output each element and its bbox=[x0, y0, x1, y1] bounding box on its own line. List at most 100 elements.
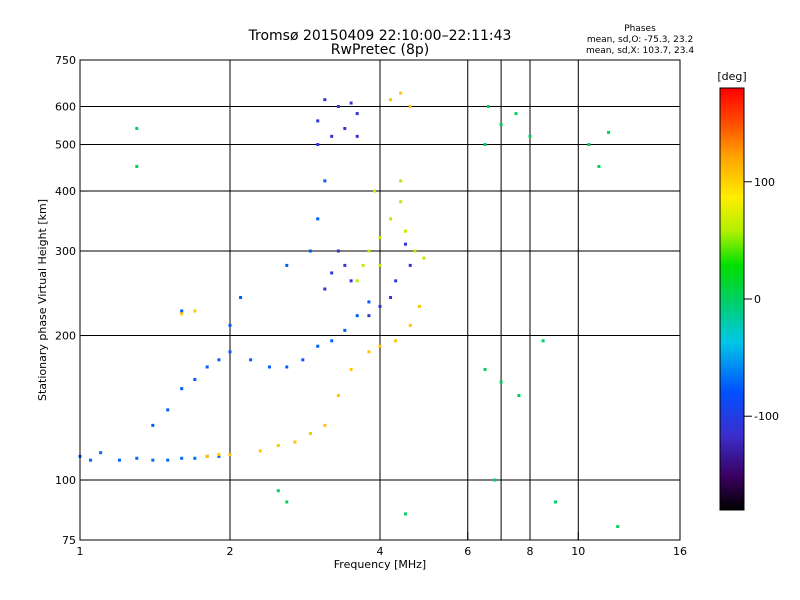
y-tick-label: 75 bbox=[62, 534, 76, 547]
data-point bbox=[378, 236, 382, 240]
data-point bbox=[330, 134, 334, 138]
data-point bbox=[355, 279, 359, 283]
data-point bbox=[355, 134, 359, 138]
data-point bbox=[378, 263, 382, 267]
data-point bbox=[349, 279, 353, 283]
data-point bbox=[217, 454, 221, 458]
x-tick-label: 16 bbox=[673, 545, 687, 558]
x-tick-label: 1 bbox=[77, 545, 84, 558]
data-point bbox=[151, 458, 155, 462]
y-tick-label: 200 bbox=[55, 330, 76, 343]
data-point bbox=[403, 229, 407, 233]
x-axis-ticks: 1 2 4 6 8 10 16 bbox=[77, 532, 687, 558]
data-point bbox=[180, 312, 184, 316]
phase-annotation: Phases mean, sd,O: -75.3, 23.2 mean, sd,… bbox=[586, 24, 694, 56]
data-point bbox=[267, 365, 271, 369]
data-point bbox=[408, 105, 412, 109]
data-point bbox=[486, 105, 490, 109]
data-point bbox=[367, 249, 371, 253]
data-point bbox=[89, 458, 93, 462]
x-tick-label: 10 bbox=[571, 545, 585, 558]
chart-subtitle: RwPretec (8p) bbox=[331, 42, 429, 58]
data-point bbox=[607, 130, 611, 134]
annotation-line-x: mean, sd,X: 103.7, 23.4 bbox=[586, 46, 694, 56]
data-point bbox=[403, 242, 407, 246]
data-point bbox=[367, 350, 371, 354]
x-axis-label: Frequency [MHz] bbox=[334, 558, 426, 571]
data-point bbox=[205, 454, 209, 458]
data-point bbox=[135, 164, 139, 168]
x-tick-label: 6 bbox=[464, 545, 471, 558]
data-point bbox=[367, 300, 371, 304]
data-point bbox=[417, 304, 421, 308]
data-point bbox=[597, 164, 601, 168]
data-point bbox=[483, 143, 487, 147]
colorbar-tick-label: 0 bbox=[754, 293, 761, 306]
data-point bbox=[343, 263, 347, 267]
data-point bbox=[616, 525, 620, 529]
data-point bbox=[323, 98, 327, 102]
data-point bbox=[394, 339, 398, 343]
data-point bbox=[349, 367, 353, 371]
data-point bbox=[166, 408, 170, 412]
y-axis-label: Stationary phase Virtual Height [km] bbox=[36, 199, 49, 401]
data-point bbox=[378, 304, 382, 308]
data-point bbox=[285, 263, 289, 267]
data-point bbox=[239, 296, 243, 300]
data-point bbox=[135, 126, 139, 130]
data-point bbox=[276, 444, 280, 448]
grid-lines bbox=[80, 60, 680, 540]
data-point bbox=[514, 112, 518, 116]
data-point bbox=[323, 287, 327, 291]
y-tick-label: 400 bbox=[55, 185, 76, 198]
data-point bbox=[285, 365, 289, 369]
colorbar-ticks: 100 0 -100 bbox=[744, 176, 779, 423]
data-point bbox=[349, 101, 353, 105]
data-point bbox=[151, 423, 155, 427]
data-point bbox=[276, 489, 280, 493]
data-point bbox=[193, 456, 197, 460]
data-point bbox=[408, 323, 412, 327]
x-tick-label: 8 bbox=[527, 545, 534, 558]
data-point bbox=[316, 217, 320, 221]
data-point bbox=[285, 500, 289, 504]
data-point bbox=[336, 394, 340, 398]
data-point bbox=[308, 249, 312, 253]
data-point bbox=[399, 179, 403, 183]
data-points bbox=[78, 91, 620, 529]
data-point bbox=[403, 512, 407, 516]
data-point bbox=[355, 112, 359, 116]
x-tick-label: 2 bbox=[227, 545, 234, 558]
data-point bbox=[389, 98, 393, 102]
data-point bbox=[117, 458, 121, 462]
data-point bbox=[205, 365, 209, 369]
data-point bbox=[135, 456, 139, 460]
data-point bbox=[99, 451, 103, 455]
data-point bbox=[553, 500, 557, 504]
data-point bbox=[323, 423, 327, 427]
title-group: Tromsø 20150409 22:10:00–22:11:43 RwPret… bbox=[248, 28, 512, 58]
data-point bbox=[367, 314, 371, 318]
data-point bbox=[408, 263, 412, 267]
data-point bbox=[228, 453, 232, 457]
data-point bbox=[258, 449, 262, 453]
y-axis-ticks: 75 100 200 300 400 500 600 750 bbox=[55, 54, 88, 547]
annotation-heading: Phases bbox=[624, 24, 656, 34]
colorbar-tick-label: -100 bbox=[754, 410, 779, 423]
data-point bbox=[394, 279, 398, 283]
data-point bbox=[193, 309, 197, 313]
data-point bbox=[330, 271, 334, 275]
colorbar-tick-label: 100 bbox=[754, 176, 775, 189]
data-point bbox=[493, 478, 497, 482]
data-point bbox=[528, 134, 532, 138]
data-point bbox=[193, 377, 197, 381]
annotation-line-o: mean, sd,O: -75.3, 23.2 bbox=[587, 35, 693, 45]
data-point bbox=[249, 358, 253, 362]
data-point bbox=[587, 143, 591, 147]
data-point bbox=[422, 256, 426, 260]
colorbar-gradient bbox=[719, 87, 745, 511]
y-tick-label: 300 bbox=[55, 245, 76, 258]
colorbar: [deg] 100 0 -100 bbox=[717, 70, 779, 511]
data-point bbox=[316, 119, 320, 123]
